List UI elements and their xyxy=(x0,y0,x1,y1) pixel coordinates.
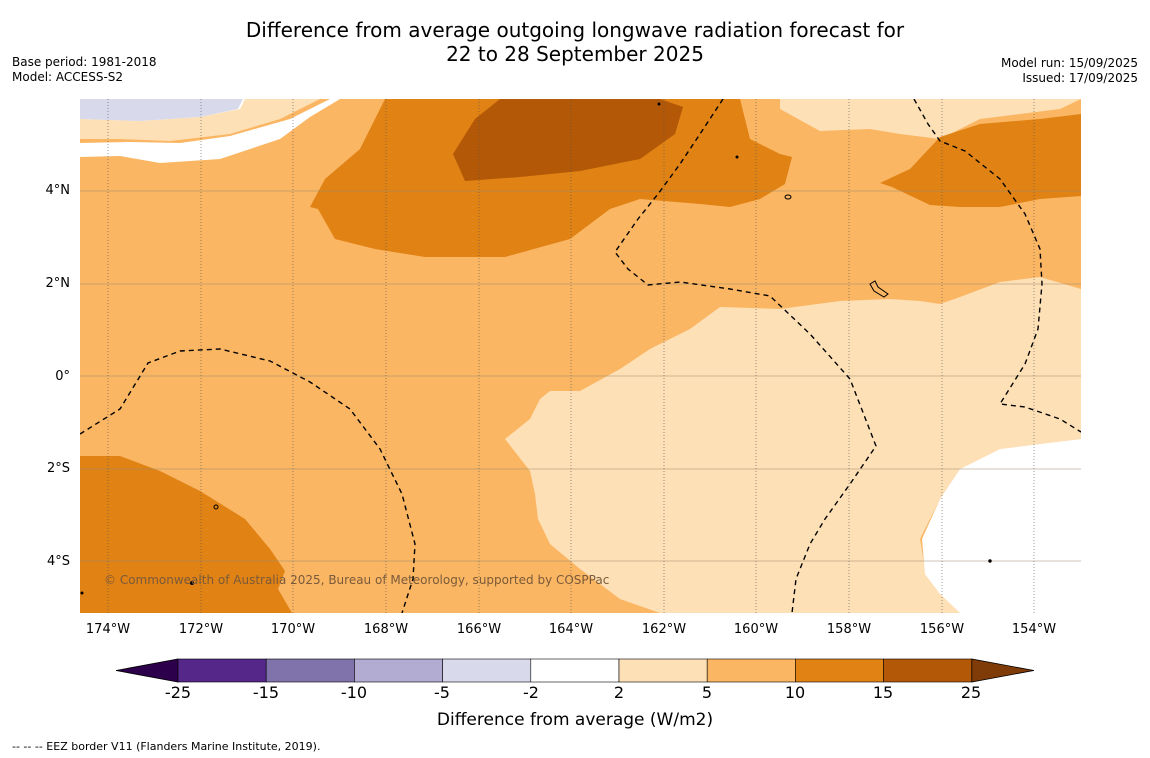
orange-area-southwest xyxy=(80,456,292,613)
footnote: -- -- -- EEZ border V11 (Flanders Marine… xyxy=(12,740,321,753)
colorbar-segments xyxy=(115,658,1035,683)
title-line-1: Difference from average outgoing longwav… xyxy=(245,18,905,42)
colorbar-tick-label: -25 xyxy=(164,683,192,702)
white-area-southeast xyxy=(922,439,1081,613)
eez-borders xyxy=(80,99,1081,613)
lon-label: 156°W xyxy=(919,622,965,637)
colorbar-segment xyxy=(795,658,884,683)
lon-label: 166°W xyxy=(456,622,502,637)
map-title: Difference from average outgoing longwav… xyxy=(0,18,1150,66)
meta-right: Model run: 15/09/2025 Issued: 17/09/2025 xyxy=(1001,56,1138,86)
colorbar-segment xyxy=(618,658,708,683)
islands xyxy=(80,102,992,595)
lat-label: 2°N xyxy=(45,276,71,291)
colorbar-segment xyxy=(706,658,796,683)
colorbar-tick-label: 2 xyxy=(613,683,625,702)
model-text: Model: ACCESS-S2 xyxy=(12,70,124,84)
orange-area-northeast xyxy=(880,114,1081,207)
lat-label: 4°S xyxy=(46,554,70,569)
issued-text: Issued: 17/09/2025 xyxy=(1022,71,1138,85)
light-area-northeast xyxy=(780,99,1081,139)
lon-label: 162°W xyxy=(641,622,687,637)
colorbar-tick-label: 15 xyxy=(872,683,894,702)
lon-label: 170°W xyxy=(270,622,316,637)
colorbar-segment xyxy=(265,658,355,683)
colorbar-tick-label: 5 xyxy=(701,683,713,702)
colorbar xyxy=(115,658,1035,683)
colorbar-segment xyxy=(530,658,620,683)
lon-label: 158°W xyxy=(826,622,872,637)
colorbar-tick-label: -15 xyxy=(252,683,280,702)
colorbar-title: Difference from average (W/m2) xyxy=(436,710,714,730)
lon-label: 174°W xyxy=(85,622,131,637)
colorbar-tick-label: -2 xyxy=(523,683,539,702)
colorbar-segment xyxy=(177,658,267,683)
orange-area-north xyxy=(310,99,792,257)
light-area-equator xyxy=(505,277,1081,613)
colorbar-segment xyxy=(354,658,443,683)
model-run-text: Model run: 15/09/2025 xyxy=(1000,56,1138,70)
lavender-area-northwest xyxy=(80,99,243,121)
colorbar-tick-label: 25 xyxy=(960,683,982,702)
copyright-text: © Commonwealth of Australia 2025, Bureau… xyxy=(104,573,610,587)
lon-label: 164°W xyxy=(548,622,594,637)
map-area xyxy=(80,99,1081,613)
lon-label: 154°W xyxy=(1011,622,1057,637)
colorbar-extend-low xyxy=(115,658,179,683)
base-period-text: Base period: 1981-2018 xyxy=(12,55,157,69)
colorbar-segment xyxy=(883,658,973,683)
map-svg xyxy=(80,99,1081,613)
lat-label: 2°S xyxy=(46,461,70,476)
brown-area-north xyxy=(453,99,683,181)
meta-left: Base period: 1981-2018 Model: ACCESS-S2 xyxy=(12,55,157,85)
lat-label: 4°N xyxy=(45,183,71,198)
colorbar-tick-label: -10 xyxy=(340,683,368,702)
colorbar-tick-label: -5 xyxy=(434,683,450,702)
lon-label: 168°W xyxy=(363,622,409,637)
lon-label: 172°W xyxy=(178,622,224,637)
colorbar-extend-high xyxy=(971,658,1035,683)
lon-label: 160°W xyxy=(733,622,779,637)
latitude-gridlines xyxy=(80,190,1081,562)
colorbar-segment xyxy=(442,658,532,683)
colorbar-tick-label: 10 xyxy=(784,683,806,702)
title-line-2: 22 to 28 September 2025 xyxy=(446,42,704,66)
lat-label: 0° xyxy=(55,369,70,384)
